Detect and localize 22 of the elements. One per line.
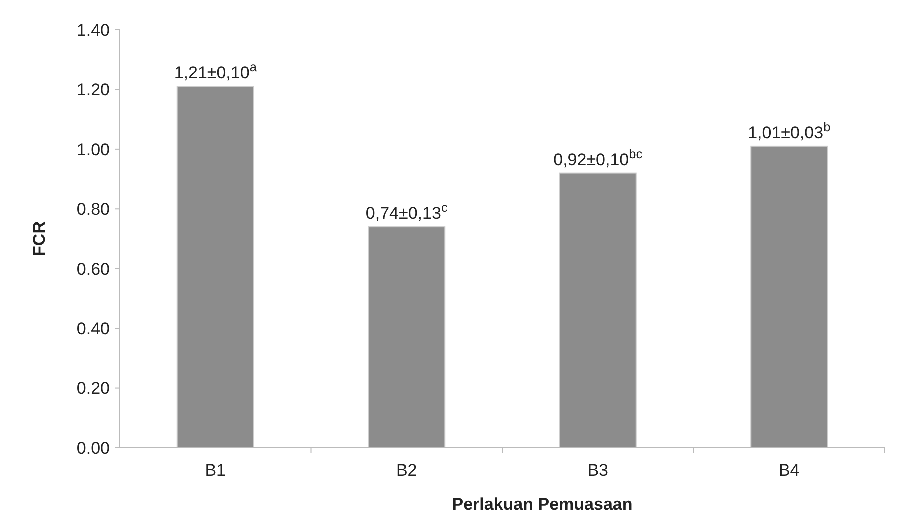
data-label: 1,01±0,03$^{b}$ [748, 118, 831, 142]
data-label: 0,92±0,10$^{bc}$ [554, 146, 644, 170]
x-tick-label: B2 [396, 461, 418, 480]
y-tick-label: 1.00 [76, 140, 110, 160]
bar [368, 226, 446, 448]
data-label: 1,21±0,10$^{a}$ [174, 59, 258, 83]
y-axis-title: FCR [30, 222, 49, 256]
y-tick-label: 0.00 [76, 438, 110, 458]
y-tick-label: 0.80 [76, 200, 110, 220]
y-tick-label: 1.40 [76, 20, 110, 40]
y-tick-label: 0.20 [76, 379, 110, 398]
y-tick-label: 0.60 [76, 260, 110, 279]
y-tick-label: 0.40 [76, 320, 110, 339]
x-tick-label: B3 [588, 461, 609, 480]
y-tick-label: 1.20 [76, 80, 110, 100]
x-tick-label: B4 [778, 461, 800, 480]
bar [176, 86, 254, 448]
data-label: 0,74±0,13$^{c}$ [366, 200, 448, 224]
x-axis-title: Perlakuan Pemuasaan [452, 495, 633, 514]
bar [750, 146, 828, 448]
bar [559, 172, 637, 448]
x-tick-label: B1 [205, 461, 226, 480]
